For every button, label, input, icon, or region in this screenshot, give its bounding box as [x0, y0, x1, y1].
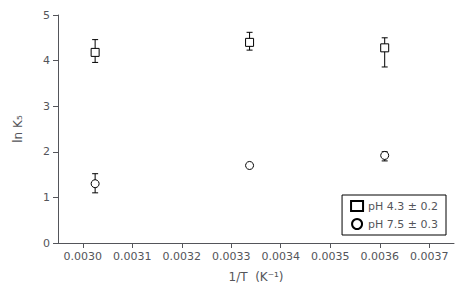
svg-text:3: 3: [43, 100, 50, 113]
svg-text:0.0036: 0.0036: [361, 250, 400, 263]
svg-text:4: 4: [43, 54, 50, 67]
svg-text:pH 4.3 ± 0.2: pH 4.3 ± 0.2: [368, 200, 438, 213]
svg-text:pH 7.5 ± 0.3: pH 7.5 ± 0.3: [368, 218, 438, 231]
svg-text:0.0030: 0.0030: [64, 250, 103, 263]
svg-text:0.0033: 0.0033: [212, 250, 251, 263]
svg-text:ln K₅: ln K₅: [11, 115, 25, 143]
svg-text:0.0032: 0.0032: [163, 250, 202, 263]
svg-text:0.0031: 0.0031: [113, 250, 152, 263]
svg-text:0.0035: 0.0035: [311, 250, 350, 263]
svg-text:1/T (K⁻¹): 1/T (K⁻¹): [228, 270, 283, 284]
svg-text:0: 0: [43, 237, 50, 250]
svg-text:0.0037: 0.0037: [410, 250, 449, 263]
svg-text:2: 2: [43, 145, 50, 158]
svg-text:5: 5: [43, 9, 50, 22]
svg-text:0.0034: 0.0034: [262, 250, 301, 263]
svg-text:1: 1: [43, 191, 50, 204]
